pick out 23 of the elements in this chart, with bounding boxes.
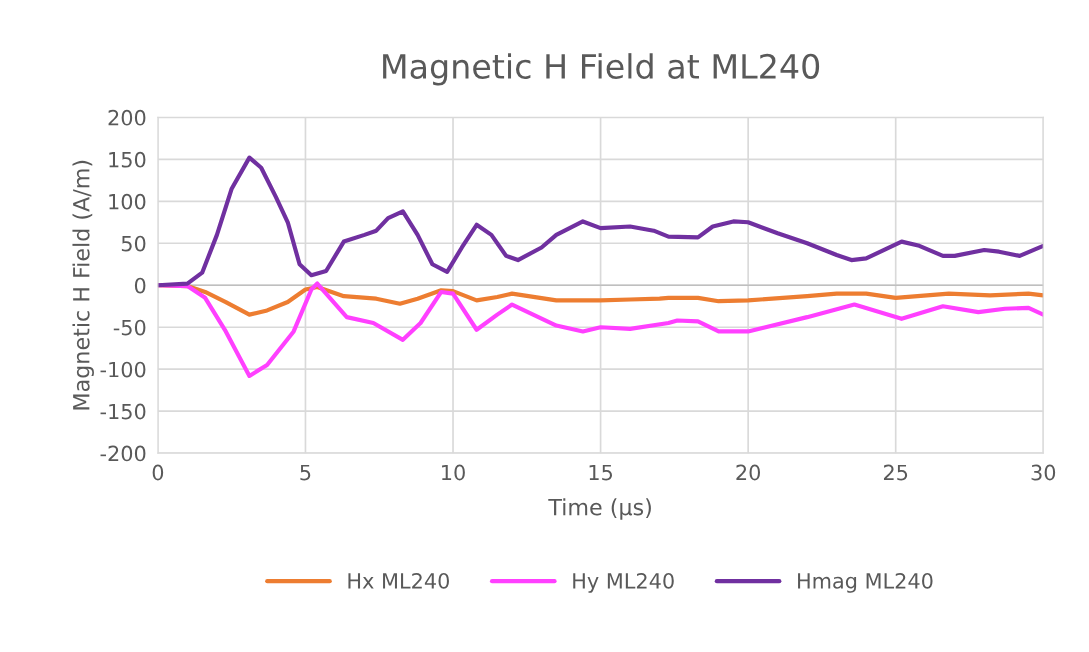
y-tick-label: 0 — [134, 277, 146, 294]
x-tick-label: 25 — [883, 464, 908, 481]
x-tick-label: 30 — [1031, 464, 1056, 481]
y-tick-label: 100 — [109, 193, 146, 210]
y-tick-label: 150 — [109, 151, 146, 168]
x-axis-title: Time (µs) — [548, 498, 651, 520]
y-tick-label: -200 — [100, 445, 146, 462]
x-tick-label: 5 — [300, 464, 311, 481]
line-series — [157, 155, 1044, 288]
x-tick-label: 10 — [442, 464, 465, 481]
y-axis-title: Magnetic H Field (A/m) — [72, 160, 94, 410]
x-tick-label: 0 — [152, 464, 164, 481]
y-tick-label: -50 — [113, 319, 146, 336]
legend-label: Hmag ML240 — [798, 572, 933, 593]
y-tick-label: -100 — [100, 361, 146, 378]
legend-label: Hy ML240 — [573, 572, 674, 593]
x-tick-label: 20 — [736, 464, 761, 481]
x-tick-label: 15 — [589, 464, 613, 481]
y-tick-label: -150 — [100, 403, 146, 420]
chart-title: Magnetic H Field at ML240 — [383, 53, 820, 86]
y-tick-label: 200 — [108, 109, 146, 126]
y-tick-label: 50 — [121, 235, 146, 252]
legend-label: Hx ML240 — [348, 572, 449, 589]
